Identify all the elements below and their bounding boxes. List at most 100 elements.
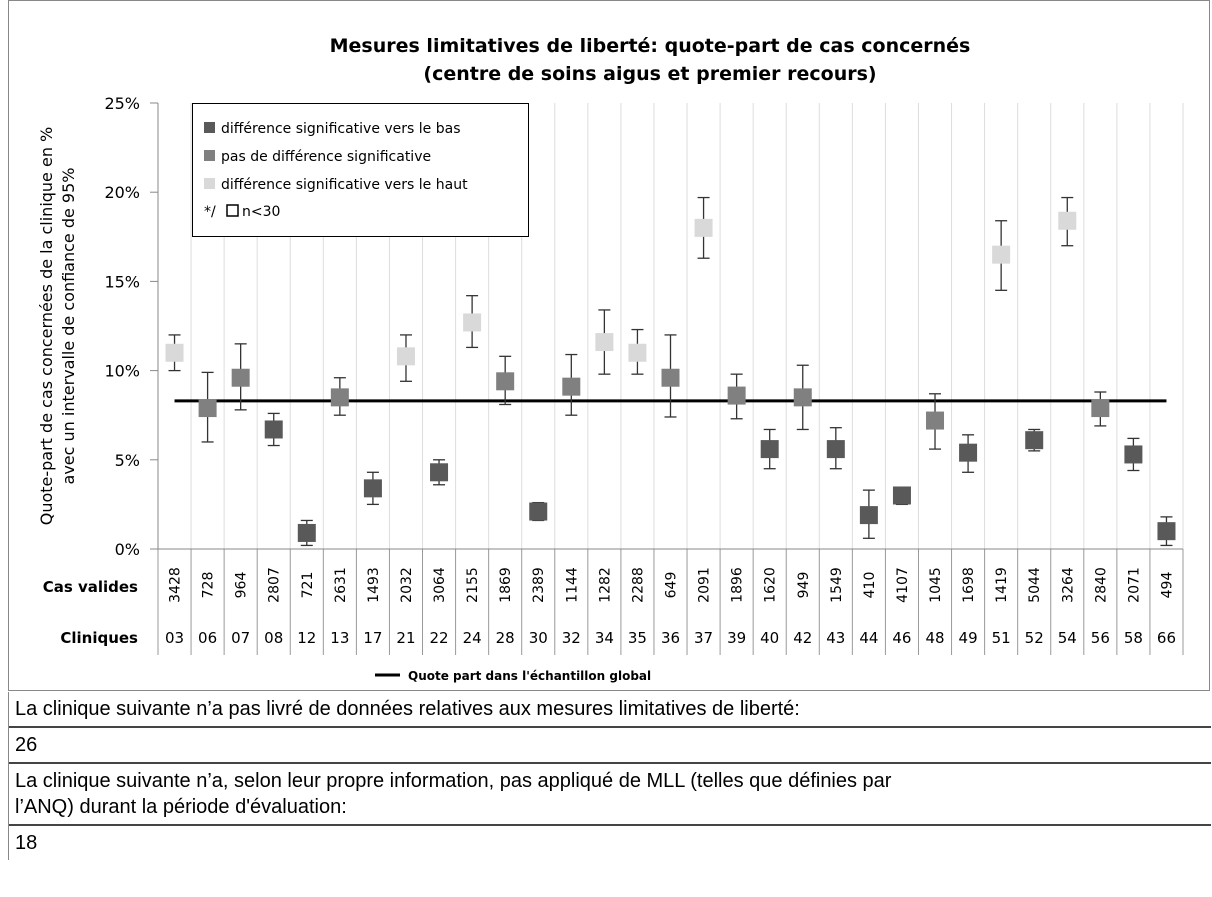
x-tick-label: 34 <box>595 629 614 647</box>
case-count: 1549 <box>829 567 845 603</box>
y-tick-label: 0% <box>115 540 140 559</box>
x-tick-label: 32 <box>562 629 581 647</box>
x-tick-label: 03 <box>165 629 184 647</box>
x-tick-label: 66 <box>1157 629 1176 647</box>
notes: La clinique suivante n’a pas livré de do… <box>8 692 1211 860</box>
point-marker <box>793 388 812 407</box>
x-tick-label: 51 <box>992 629 1011 647</box>
point-marker <box>396 347 415 366</box>
case-count: 2091 <box>697 567 713 603</box>
point-marker <box>959 443 978 462</box>
case-count: 721 <box>300 572 316 599</box>
point-marker <box>363 479 382 498</box>
case-count: 964 <box>234 572 250 599</box>
point-marker <box>694 218 713 237</box>
point-marker <box>496 372 515 391</box>
point-marker <box>760 440 779 459</box>
case-count: 1620 <box>763 567 779 603</box>
note-text: La clinique suivante n’a, selon leur pro… <box>15 770 892 792</box>
note-text: La clinique suivante n’a pas livré de do… <box>15 698 800 720</box>
case-count: 1896 <box>730 567 746 603</box>
point-marker <box>595 333 614 352</box>
point-marker <box>661 368 680 387</box>
y-axis-label: Quote-part de cas concernées de la clini… <box>37 127 56 526</box>
x-tick-label: 35 <box>628 629 647 647</box>
case-count: 1045 <box>928 567 944 603</box>
chart: Mesures limitatives de liberté: quote-pa… <box>8 0 1210 691</box>
case-count: 649 <box>664 572 680 599</box>
point-marker <box>1091 399 1110 418</box>
note-clinic: 18 <box>15 832 38 854</box>
case-count: 2288 <box>630 567 646 603</box>
x-tick-label: 22 <box>430 629 449 647</box>
x-tick-label: 21 <box>396 629 415 647</box>
point-marker <box>727 386 746 405</box>
legend-swatch <box>204 178 215 189</box>
x-tick-label: 17 <box>363 629 382 647</box>
y-tick-label: 20% <box>104 183 140 202</box>
x-tick-label: 37 <box>694 629 713 647</box>
note-label: La clinique suivante n’a, selon leur pro… <box>9 764 1211 826</box>
legend-label: différence significative vers le haut <box>221 177 468 193</box>
case-count: 2389 <box>531 567 547 603</box>
point-marker <box>826 440 845 459</box>
y-tick-label: 5% <box>115 451 140 470</box>
case-count: 1144 <box>564 567 580 603</box>
case-count: 2071 <box>1126 567 1142 603</box>
x-tick-label: 24 <box>463 629 482 647</box>
case-count: 3264 <box>1060 567 1076 603</box>
x-tick-label: 58 <box>1124 629 1143 647</box>
case-count: 2840 <box>1093 567 1109 603</box>
x-tick-label: 44 <box>859 629 878 647</box>
legend-swatch <box>204 150 215 161</box>
note-clinic: 26 <box>9 728 1211 764</box>
legend-box <box>192 103 529 237</box>
reference-legend-label: Quote part dans l'échantillon global <box>408 669 651 683</box>
y-tick-label: 10% <box>104 362 140 381</box>
x-tick-label: 30 <box>529 629 548 647</box>
case-count: 1493 <box>366 567 382 603</box>
legend-label: différence significative vers le bas <box>221 121 461 137</box>
case-count: 5044 <box>1027 567 1043 603</box>
point-marker <box>628 343 647 362</box>
legend-note-label: n<30 <box>242 204 280 220</box>
x-tick-label: 13 <box>330 629 349 647</box>
x-tick-label: 40 <box>760 629 779 647</box>
case-count: 2155 <box>465 567 481 603</box>
y-tick-label: 25% <box>104 94 140 113</box>
row-label: Cas valides <box>43 578 138 596</box>
legend-swatch <box>204 122 215 133</box>
point-marker <box>562 377 581 396</box>
legend-note-prefix: */ <box>204 204 216 220</box>
point-marker <box>926 411 945 430</box>
point-marker <box>892 486 911 505</box>
case-count: 1419 <box>994 567 1010 603</box>
x-tick-label: 49 <box>959 629 978 647</box>
case-count: 410 <box>862 572 878 599</box>
case-count: 1869 <box>498 567 514 603</box>
case-count: 4107 <box>895 567 911 603</box>
point-marker <box>992 245 1011 264</box>
x-tick-label: 39 <box>727 629 746 647</box>
point-marker <box>231 368 250 387</box>
row-label: Cliniques <box>60 629 138 647</box>
point-marker <box>1124 445 1143 464</box>
point-marker <box>430 463 449 482</box>
point-marker <box>529 502 548 521</box>
point-marker <box>859 506 878 525</box>
note-text: l’ANQ) durant la période d'évaluation: <box>15 796 347 818</box>
point-marker <box>330 388 349 407</box>
x-tick-label: 08 <box>264 629 283 647</box>
case-count: 2032 <box>399 567 415 603</box>
y-axis-label: avec un intervalle de confiance de 95% <box>59 168 78 485</box>
point-marker <box>264 420 283 439</box>
point-marker <box>1058 211 1077 230</box>
case-count: 1282 <box>597 567 613 603</box>
x-tick-label: 06 <box>198 629 217 647</box>
point-marker <box>198 399 217 418</box>
case-count: 1698 <box>961 567 977 603</box>
case-count: 3064 <box>432 567 448 603</box>
x-tick-label: 07 <box>231 629 250 647</box>
x-tick-label: 28 <box>496 629 515 647</box>
